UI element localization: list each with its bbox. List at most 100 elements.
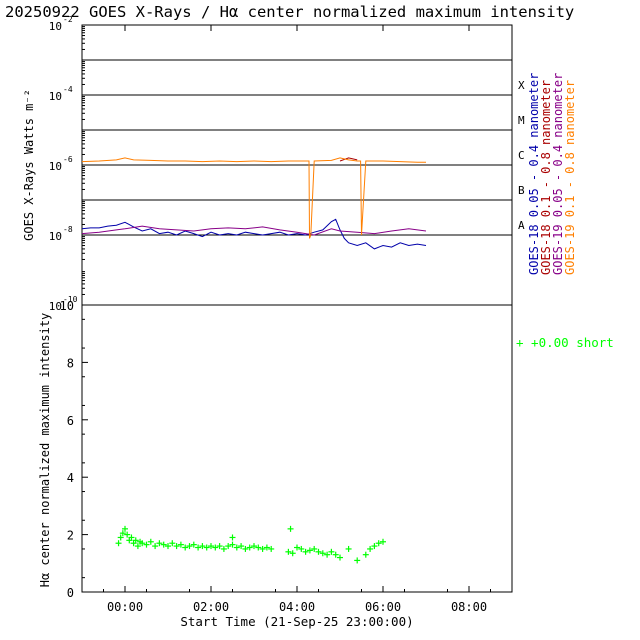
halpha-point-21 xyxy=(182,544,189,551)
halpha-y-ticks: 0 2 4 6 8 10 xyxy=(60,299,88,600)
halpha-y-tick-label-3: 6 xyxy=(67,414,74,428)
halpha-point-49 xyxy=(315,548,322,555)
halpha-point-0 xyxy=(115,540,122,547)
halpha-point-36 xyxy=(246,544,253,551)
halpha-point-6 xyxy=(128,534,135,541)
x-tick-label-4: 08:00 xyxy=(451,600,487,614)
halpha-point-31 xyxy=(225,543,232,550)
halpha-point-27 xyxy=(208,543,214,550)
halpha-point-11 xyxy=(139,540,146,547)
xray-series-line-0 xyxy=(81,218,427,250)
halpha-point-63 xyxy=(287,525,294,532)
xray-y-tick-label-0: 10 xyxy=(49,300,62,313)
halpha-point-3 xyxy=(122,525,128,532)
xray-legend-entry-2: GOES-19 0.05 - 0.4 nanometer xyxy=(551,73,565,275)
halpha-x-ticks: 00:00 02:00 04:00 06:00 08:00 xyxy=(103,25,491,614)
halpha-point-56 xyxy=(354,557,361,564)
halpha-point-1 xyxy=(117,534,124,541)
halpha-point-48 xyxy=(311,545,318,552)
x-tick-label-0: 00:00 xyxy=(107,600,143,614)
halpha-y-tick-label-2: 4 xyxy=(67,471,74,485)
halpha-point-29 xyxy=(216,543,223,550)
figure-title: 20250922 GOES X-Rays / Hα center normali… xyxy=(5,3,574,21)
halpha-point-18 xyxy=(169,540,176,547)
halpha-point-24 xyxy=(195,544,202,551)
halpha-point-50 xyxy=(319,550,326,557)
halpha-point-51 xyxy=(324,551,331,558)
halpha-point-23 xyxy=(190,541,197,548)
halpha-point-15 xyxy=(156,540,163,547)
halpha-point-53 xyxy=(332,551,339,558)
halpha-y-tick-label-0: 0 xyxy=(67,586,74,600)
x-tick-label-2: 04:00 xyxy=(279,600,315,614)
halpha-point-17 xyxy=(165,543,171,550)
halpha-y-tick-label-1: 2 xyxy=(67,529,74,543)
halpha-y-axis-label: Hα center normalized maximum intensity xyxy=(38,313,52,588)
xray-series-lines xyxy=(81,157,427,250)
halpha-point-45 xyxy=(298,545,305,552)
xray-legend-entry-0: GOES-18 0.05 - 0.4 nanometer xyxy=(527,73,541,275)
halpha-point-20 xyxy=(177,541,184,548)
halpha-point-58 xyxy=(367,545,374,552)
halpha-legend-entry: + +0.00 short xyxy=(516,335,614,350)
halpha-point-14 xyxy=(152,543,159,550)
halpha-point-9 xyxy=(134,543,141,550)
flare-class-b: B xyxy=(518,184,525,197)
halpha-point-37 xyxy=(251,543,257,550)
halpha-point-28 xyxy=(212,544,219,551)
xray-y-tick-label-1: 10 xyxy=(49,230,62,243)
halpha-point-57 xyxy=(362,551,369,558)
halpha-point-61 xyxy=(380,538,386,545)
halpha-point-22 xyxy=(186,543,193,550)
xray-legend-entry-3: GOES-19 0.1 - 0.8 nanometer xyxy=(563,80,577,275)
xray-series-line-3 xyxy=(81,157,426,239)
xray-y-axis-label: GOES X-Rays Watts m⁻² xyxy=(22,89,36,241)
halpha-point-41 xyxy=(268,545,275,552)
xray-y-tick-exponent-2: -6 xyxy=(63,155,73,164)
halpha-point-25 xyxy=(199,543,206,550)
xray-y-tick-exponent-3: -4 xyxy=(63,85,73,94)
halpha-point-59 xyxy=(371,543,378,550)
halpha-point-39 xyxy=(259,545,266,552)
x-tick-label-3: 06:00 xyxy=(365,600,401,614)
halpha-point-2 xyxy=(119,530,126,537)
xray-y-tick-label-3: 10 xyxy=(49,90,62,103)
halpha-legend: + +0.00 short xyxy=(516,335,614,350)
halpha-point-62 xyxy=(229,534,236,541)
flare-class-labels: A B C M X xyxy=(518,79,525,232)
halpha-point-52 xyxy=(328,548,335,555)
halpha-point-30 xyxy=(220,545,227,552)
xray-series-line-1 xyxy=(339,157,358,162)
xray-y-tick-label-4: 10 xyxy=(49,20,62,33)
halpha-point-33 xyxy=(233,544,240,551)
halpha-point-54 xyxy=(337,554,343,561)
halpha-point-4 xyxy=(124,531,131,538)
flare-class-x: X xyxy=(518,79,525,92)
halpha-point-43 xyxy=(289,550,296,557)
xray-legend-entry-1: GOES-18 0.1 - 0.8 nanometer xyxy=(539,80,553,275)
x-axis-label: Start Time (21-Sep-25 23:00:00) xyxy=(180,614,413,629)
halpha-point-32 xyxy=(229,541,236,548)
halpha-point-19 xyxy=(173,543,180,550)
halpha-point-13 xyxy=(147,538,154,545)
halpha-point-8 xyxy=(132,537,139,544)
x-tick-label-1: 02:00 xyxy=(193,600,229,614)
halpha-point-46 xyxy=(302,548,309,555)
halpha-point-34 xyxy=(238,543,245,550)
xray-series-line-2 xyxy=(81,225,427,236)
halpha-point-47 xyxy=(306,547,313,554)
halpha-point-38 xyxy=(255,544,262,551)
xray-y-tick-exponent-1: -8 xyxy=(63,225,73,234)
halpha-point-26 xyxy=(203,544,210,551)
halpha-point-60 xyxy=(375,540,382,547)
halpha-scatter-points xyxy=(115,525,386,564)
xray-grid-lines xyxy=(82,59,512,236)
halpha-y-tick-label-4: 8 xyxy=(67,356,74,370)
xray-y-tick-label-2: 10 xyxy=(49,160,62,173)
halpha-panel: 0 2 4 6 8 10 00:00 02:00 04:00 06:00 08:00 Hα cen… xyxy=(38,25,614,629)
flare-class-c: C xyxy=(518,149,525,162)
